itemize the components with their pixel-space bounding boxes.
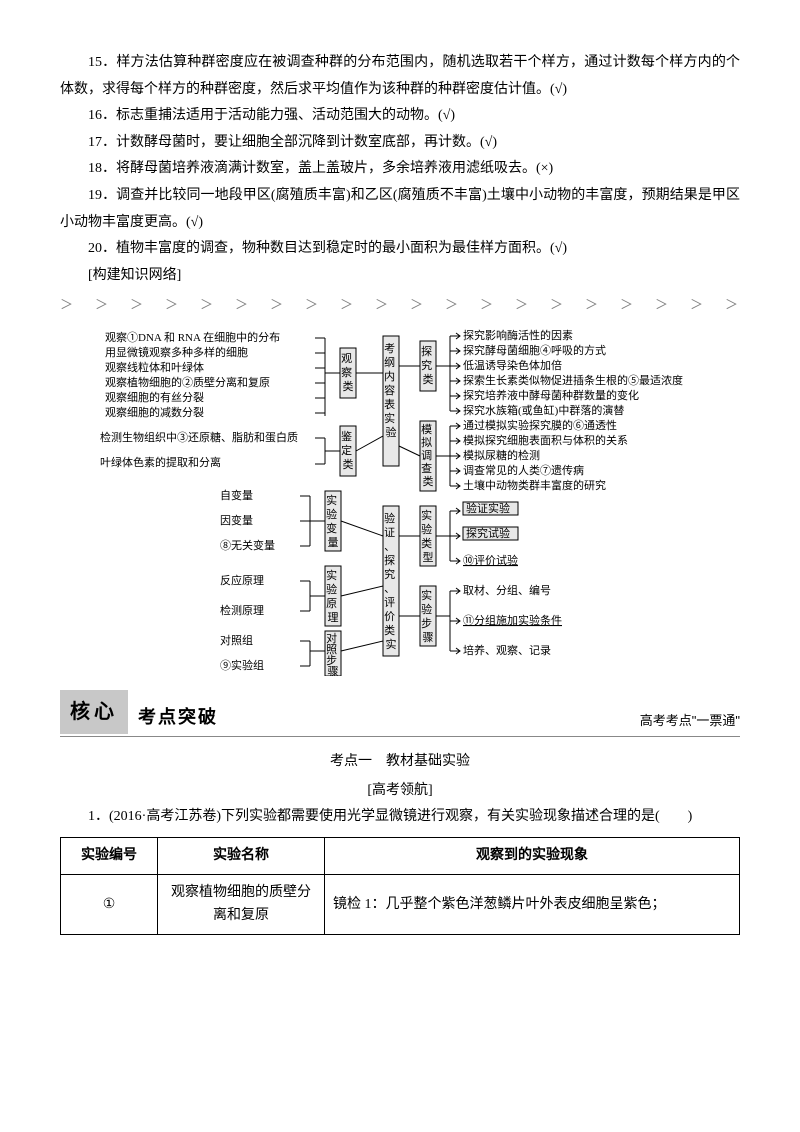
knowledge-diagram: 考 纲 内 容 表 实 验 验 证 、 探 究 、 评 价 类 实: [100, 326, 700, 676]
svg-text:取材、分组、编号: 取材、分组、编号: [463, 583, 551, 597]
svg-text:探究试验: 探究试验: [466, 526, 510, 540]
page-container: 15．样方法估算种群密度应在被调查种群的分布范围内，随机选取若干个样方，通过计数…: [0, 0, 800, 1132]
build-network-label: [构建知识网络]: [60, 263, 740, 290]
svg-text:探究培养液中酵母菌种群数量的变化: 探究培养液中酵母菌种群数量的变化: [463, 388, 639, 402]
section-header: 核心 考点突破 高考考点"一票通": [60, 690, 740, 737]
svg-text:对照组: 对照组: [220, 633, 253, 647]
svg-text:低温诱导染色体加倍: 低温诱导染色体加倍: [463, 358, 562, 372]
cell-num: ①: [61, 874, 158, 935]
svg-text:探究水族箱(或鱼缸)中群落的演替: 探究水族箱(或鱼缸)中群落的演替: [463, 403, 624, 417]
svg-text:因变量: 因变量: [220, 513, 253, 527]
svg-text:探 究 类: 探 究 类: [421, 345, 435, 386]
experiment-table: 实验编号 实验名称 观察到的实验现象 ① 观察植物细胞的质壁分离和复原 镜检 1…: [60, 837, 740, 935]
item-17: 17．计数酵母菌时，要让细胞全部沉降到计数室底部，再计数。(√): [60, 130, 740, 157]
svg-text:模拟探究细胞表面积与体积的关系: 模拟探究细胞表面积与体积的关系: [463, 433, 628, 447]
svg-text:验证实验: 验证实验: [466, 501, 510, 515]
svg-text:检测原理: 检测原理: [220, 603, 264, 617]
item-16: 16．标志重捕法适用于活动能力强、活动范围大的动物。(√): [60, 103, 740, 130]
table-header-2: 实验名称: [158, 837, 325, 874]
item-19: 19．调查并比较同一地段甲区(腐殖质丰富)和乙区(腐殖质不丰富)土壤中小动物的丰…: [60, 183, 740, 236]
item-15: 15．样方法估算种群密度应在被调查种群的分布范围内，随机选取若干个样方，通过计数…: [60, 50, 740, 103]
svg-text:探究影响酶活性的因素: 探究影响酶活性的因素: [463, 328, 573, 342]
svg-text:用显微镜观察多种多样的细胞: 用显微镜观察多种多样的细胞: [105, 345, 248, 359]
svg-text:观察细胞的减数分裂: 观察细胞的减数分裂: [105, 405, 204, 419]
svg-text:检测生物组织中③还原糖、脂肪和蛋白质: 检测生物组织中③还原糖、脂肪和蛋白质: [100, 430, 298, 444]
svg-text:反应原理: 反应原理: [220, 573, 264, 587]
kdtp-label: 考点突破: [138, 700, 218, 734]
svg-text:对 照 步: 对 照 步 骤: [326, 631, 340, 676]
item-20: 20．植物丰富度的调查，物种数目达到稳定时的最小面积为最佳样方面积。(√): [60, 236, 740, 263]
cell-obs: 镜检 1：几乎整个紫色洋葱鳞片叶外表皮细胞呈紫色；: [325, 874, 740, 935]
item-18: 18．将酵母菌培养液滴满计数室，盖上盖玻片，多余培养液用滤纸吸去。(×): [60, 156, 740, 183]
svg-text:⑩评价试验: ⑩评价试验: [463, 553, 518, 567]
kaodian-title: 考点一 教材基础实验: [60, 749, 740, 776]
table-header-3: 观察到的实验现象: [325, 837, 740, 874]
svg-text:通过模拟实验探究膜的⑥通透性: 通过模拟实验探究膜的⑥通透性: [463, 418, 617, 432]
svg-text:⑨实验组: ⑨实验组: [220, 658, 264, 672]
svg-text:模拟尿糖的检测: 模拟尿糖的检测: [463, 448, 540, 462]
svg-text:土壤中动物类群丰富度的研究: 土壤中动物类群丰富度的研究: [463, 478, 606, 492]
svg-text:探究酵母菌细胞④呼吸的方式: 探究酵母菌细胞④呼吸的方式: [463, 343, 606, 357]
table-row: ① 观察植物细胞的质壁分离和复原 镜检 1：几乎整个紫色洋葱鳞片叶外表皮细胞呈紫…: [61, 874, 740, 935]
svg-text:调查常见的人类⑦遗传病: 调查常见的人类⑦遗传病: [463, 463, 584, 477]
arrow-icon: [450, 333, 460, 339]
svg-text:鉴 定 类: 鉴 定 类: [341, 430, 355, 471]
sub-title: [高考领航]: [60, 778, 740, 805]
svg-text:叶绿体色素的提取和分离: 叶绿体色素的提取和分离: [100, 455, 221, 469]
svg-text:观 察 类: 观 察 类: [341, 352, 355, 393]
svg-text:模 拟 调: 模 拟 调 查 类: [421, 423, 435, 488]
svg-text:探索生长素类似物促进插条生根的⑤最适浓度: 探索生长素类似物促进插条生根的⑤最适浓度: [463, 373, 683, 387]
svg-text:观察线粒体和叶绿体: 观察线粒体和叶绿体: [105, 360, 204, 374]
spine-top-text: 考 纲 内 容 表 实 验: [384, 342, 398, 439]
svg-text:培养、观察、记录: 培养、观察、记录: [463, 643, 551, 657]
svg-text:⑪分组施加实验条件: ⑪分组施加实验条件: [463, 613, 562, 627]
svg-text:⑧无关变量: ⑧无关变量: [220, 538, 275, 552]
svg-text:自变量: 自变量: [220, 488, 253, 502]
table-header-1: 实验编号: [61, 837, 158, 874]
ypt-label: 高考考点"一票通": [640, 709, 740, 734]
cell-name: 观察植物细胞的质壁分离和复原: [158, 874, 325, 935]
arrows-row: ＞＞＞＞＞＞＞＞＞＞＞＞＞＞＞＞＞＞＞＞: [60, 293, 740, 318]
svg-text:观察细胞的有丝分裂: 观察细胞的有丝分裂: [105, 390, 204, 404]
hexin-label: 核心: [60, 690, 128, 734]
svg-text:观察①DNA 和 RNA 在细胞中的分布: 观察①DNA 和 RNA 在细胞中的分布: [105, 330, 280, 344]
question-1: 1．(2016·高考江苏卷)下列实验都需要使用光学显微镜进行观察，有关实验现象描…: [60, 804, 740, 831]
svg-text:观察植物细胞的②质壁分离和复原: 观察植物细胞的②质壁分离和复原: [105, 375, 270, 389]
